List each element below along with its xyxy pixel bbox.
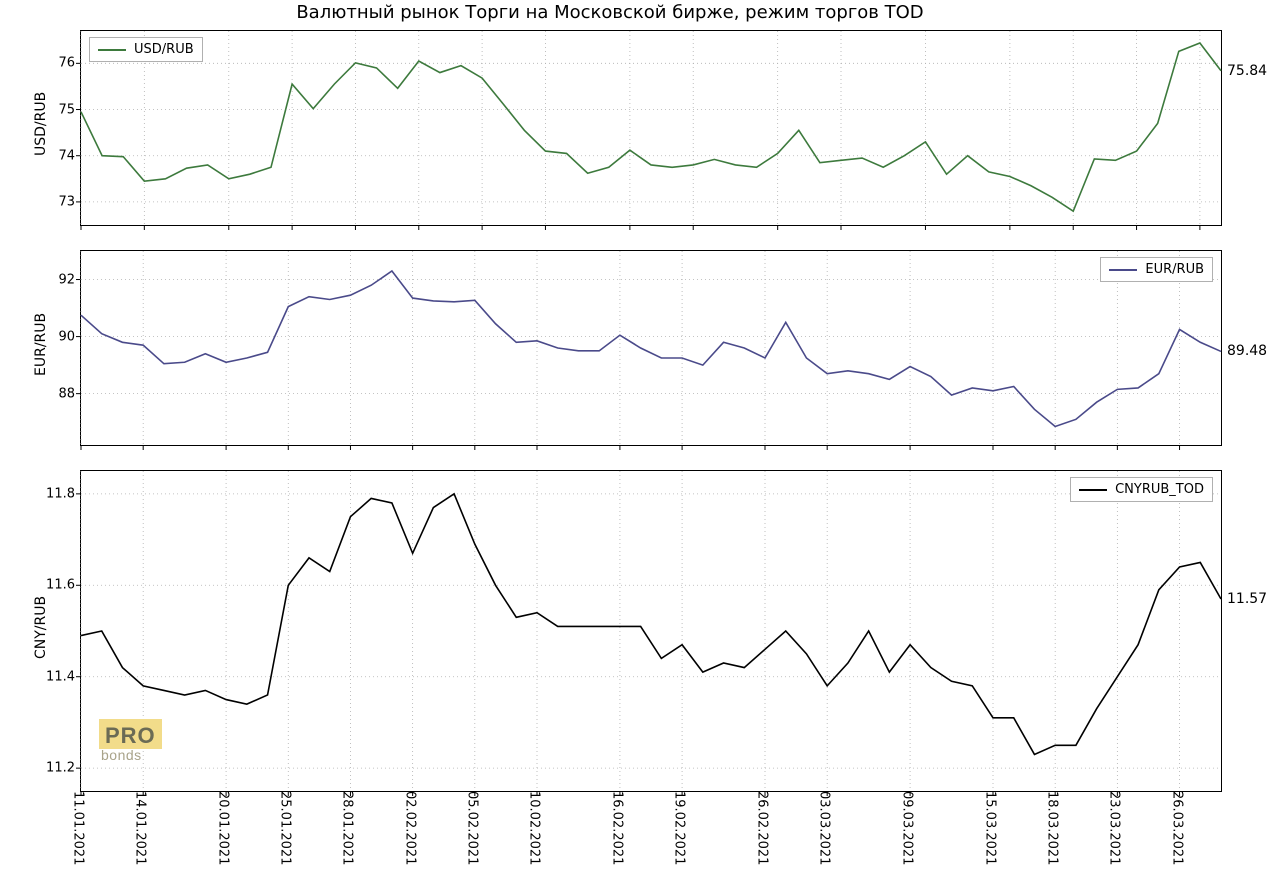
xtick-label: 19.02.2021 [672, 791, 693, 865]
last-value-usd: 75.84 [1221, 63, 1267, 79]
xtick-label: 09.03.2021 [900, 791, 921, 865]
last-value-cny: 11.57 [1221, 591, 1267, 607]
panel-eur: EUR/RUB88909289.48EUR/RUB [80, 250, 1222, 446]
legend-eur: EUR/RUB [1100, 257, 1213, 282]
ytick-label: 11.8 [46, 486, 81, 501]
ylabel-usd: USD/RUB [33, 92, 49, 156]
ytick-label: 11.4 [46, 669, 81, 684]
xtick-label: 25.01.2021 [278, 791, 299, 865]
ylabel-eur: EUR/RUB [33, 313, 49, 376]
legend-usd: USD/RUB [89, 37, 203, 62]
panel-cny: CNY/RUB11.211.411.611.811.01.202114.01.2… [80, 470, 1222, 792]
xtick-label: 03.03.2021 [817, 791, 838, 865]
chart-title: Валютный рынок Торги на Московской бирже… [0, 2, 1220, 23]
ytick-label: 11.6 [46, 578, 81, 593]
xtick-label: 23.03.2021 [1107, 791, 1128, 865]
figure: Валютный рынок Торги на Московской бирже… [0, 0, 1280, 886]
ylabel-cny: CNY/RUB [33, 596, 49, 659]
series-line-usd [81, 43, 1221, 211]
xtick-label: 11.01.2021 [71, 791, 92, 865]
xtick-label: 14.01.2021 [133, 791, 154, 865]
watermark-probonds: PRObonds [99, 719, 162, 763]
legend-label: USD/RUB [134, 42, 194, 57]
xtick-label: 18.03.2021 [1045, 791, 1066, 865]
xtick-label: 05.02.2021 [464, 791, 485, 865]
legend-swatch [98, 49, 126, 51]
last-value-eur: 89.48 [1221, 343, 1267, 359]
legend-swatch [1109, 269, 1137, 271]
ytick-label: 11.2 [46, 761, 81, 776]
legend-cny: CNYRUB_TOD [1070, 477, 1213, 502]
xtick-label: 20.01.2021 [216, 791, 237, 865]
legend-swatch [1079, 489, 1107, 491]
xtick-label: 28.01.2021 [340, 791, 361, 865]
xtick-label: 16.02.2021 [609, 791, 630, 865]
xtick-label: 10.02.2021 [527, 791, 548, 865]
plot-svg-eur [81, 251, 1221, 445]
xtick-label: 02.02.2021 [402, 791, 423, 865]
legend-label: EUR/RUB [1145, 262, 1204, 277]
legend-label: CNYRUB_TOD [1115, 482, 1204, 497]
series-line-eur [81, 271, 1221, 426]
xtick-label: 15.03.2021 [983, 791, 1004, 865]
xtick-label: 26.02.2021 [755, 791, 776, 865]
plot-svg-cny [81, 471, 1221, 791]
series-line-cny [81, 494, 1221, 755]
xtick-label: 26.03.2021 [1169, 791, 1190, 865]
panel-usd: USD/RUB7374757675.84USD/RUB [80, 30, 1222, 226]
plot-svg-usd [81, 31, 1221, 225]
